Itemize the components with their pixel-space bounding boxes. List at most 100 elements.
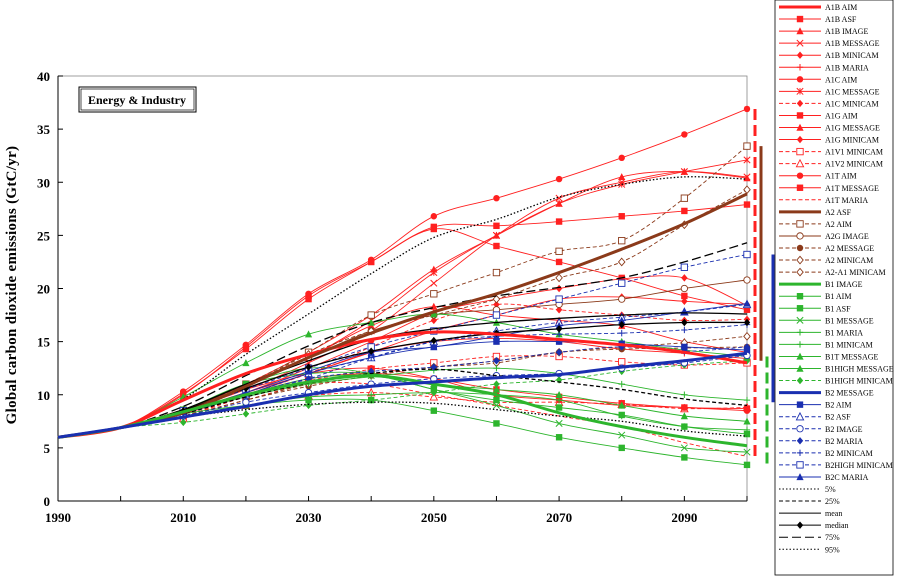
- series-b1-image: [57, 374, 748, 448]
- series-line: [57, 351, 748, 439]
- legend-label: A1B MARIA: [825, 63, 869, 72]
- x-tick-label: 2010: [170, 510, 196, 525]
- plot-area: [57, 75, 748, 502]
- data-point: [430, 388, 438, 397]
- sector-label: Energy & Industry: [88, 93, 186, 107]
- legend-item-b1-maria: B1 MARIA: [779, 328, 863, 337]
- data-point: [618, 431, 626, 439]
- data-point: [304, 330, 313, 338]
- legend-label: B1HIGH MESSAGE: [825, 365, 894, 374]
- legend-item-a1b-asf: A1B ASF: [779, 15, 857, 24]
- legend-item-a2-aim: A2 AIM: [779, 220, 852, 229]
- series-a1g-aim: [57, 201, 751, 438]
- legend-marker: [796, 341, 804, 348]
- data-point: [743, 331, 751, 341]
- legend-marker: [796, 376, 804, 385]
- data-point: [430, 279, 438, 287]
- legend-item-b2high-minicam: B2HIGH MINICAM: [779, 461, 893, 470]
- legend-marker: [796, 521, 804, 529]
- series-line: [57, 360, 748, 438]
- data-point: [743, 201, 751, 208]
- data-point: [429, 392, 439, 401]
- data-point: [618, 279, 626, 287]
- data-point: [555, 348, 563, 356]
- data-point: [681, 404, 688, 411]
- data-point: [555, 258, 563, 266]
- data-point: [743, 430, 751, 438]
- legend-label: A1C AIM: [825, 75, 857, 84]
- legend-item-b2-minicam: B2 MINICAM: [779, 449, 873, 458]
- legend-marker: [795, 158, 805, 168]
- data-point: [743, 306, 751, 313]
- legend-label: B1 IMAGE: [825, 280, 863, 289]
- legend-item-a2-a1-minicam: A2-A1 MINICAM: [779, 267, 886, 277]
- legend-label: A1G MINICAM: [825, 136, 879, 145]
- legend-marker: [796, 147, 804, 156]
- series-line: [57, 242, 748, 438]
- sector-label-box: Energy & Industry: [78, 86, 197, 113]
- data-point: [618, 401, 626, 409]
- data-point: [555, 419, 563, 427]
- data-point: [617, 257, 626, 267]
- series-95pct: [57, 176, 748, 438]
- legend-label: A2G IMAGE: [825, 232, 869, 241]
- legend-marker: [796, 172, 804, 179]
- legend-marker: [796, 99, 804, 108]
- legend-marker: [796, 329, 804, 336]
- data-point: [680, 194, 689, 202]
- legend-marker: [796, 473, 804, 481]
- y-tick-label: 10: [37, 388, 50, 403]
- legend-item-25pct: 25%: [779, 497, 840, 506]
- legend-label: A1T MESSAGE: [825, 184, 879, 193]
- data-point: [743, 142, 751, 150]
- data-point: [430, 213, 438, 220]
- data-point: [430, 310, 438, 318]
- data-point: [681, 292, 688, 300]
- data-point: [493, 242, 500, 250]
- data-point: [492, 268, 501, 277]
- series-75pct: [57, 242, 748, 438]
- legend-item-a1b-image: A1B IMAGE: [779, 27, 868, 36]
- legend-item-median: median: [779, 521, 849, 530]
- legend-marker: [796, 461, 804, 469]
- data-point: [618, 358, 626, 366]
- plot-frame: [57, 75, 748, 502]
- legend-marker: [796, 244, 804, 252]
- legend-label: B2 ASF: [825, 413, 851, 422]
- data-point: [681, 423, 688, 430]
- y-tick-label: 5: [44, 441, 51, 456]
- data-point: [492, 311, 501, 319]
- data-point: [242, 410, 250, 418]
- legend-label: A1C MESSAGE: [825, 87, 880, 96]
- data-point: [681, 131, 688, 138]
- legend-item-b2-maria: B2 MARIA: [779, 437, 863, 446]
- series-b2-message: [57, 351, 748, 439]
- data-point: [743, 343, 751, 351]
- legend-marker: [796, 425, 804, 433]
- series-line: [57, 303, 748, 438]
- legend-marker: [796, 437, 804, 445]
- data-point: [743, 156, 751, 164]
- data-point: [555, 295, 563, 303]
- data-point: [680, 444, 688, 452]
- legend-item-75pct: 75%: [779, 533, 840, 542]
- legend-label: A1T AIM: [825, 172, 857, 181]
- legend-label: 25%: [825, 497, 840, 506]
- data-point: [242, 384, 250, 393]
- data-point: [681, 274, 688, 282]
- data-point: [430, 265, 438, 273]
- data-point: [743, 105, 751, 113]
- legend-marker: [796, 401, 804, 408]
- y-tick-label: 20: [37, 282, 50, 297]
- data-point: [555, 390, 563, 398]
- data-point: [242, 359, 250, 367]
- legend-item-b2c-maria: B2C MARIA: [779, 473, 869, 482]
- legend-label: B1 MARIA: [825, 328, 863, 337]
- legend-item-a2-asf: A2 ASF: [779, 208, 852, 217]
- legend-item-b2-message: B2 MESSAGE: [779, 389, 874, 398]
- legend-label: B1 ASF: [825, 304, 851, 313]
- series-a1b-aim: [57, 330, 748, 439]
- legend-label: B2 MINICAM: [825, 449, 873, 458]
- data-point: [743, 417, 751, 425]
